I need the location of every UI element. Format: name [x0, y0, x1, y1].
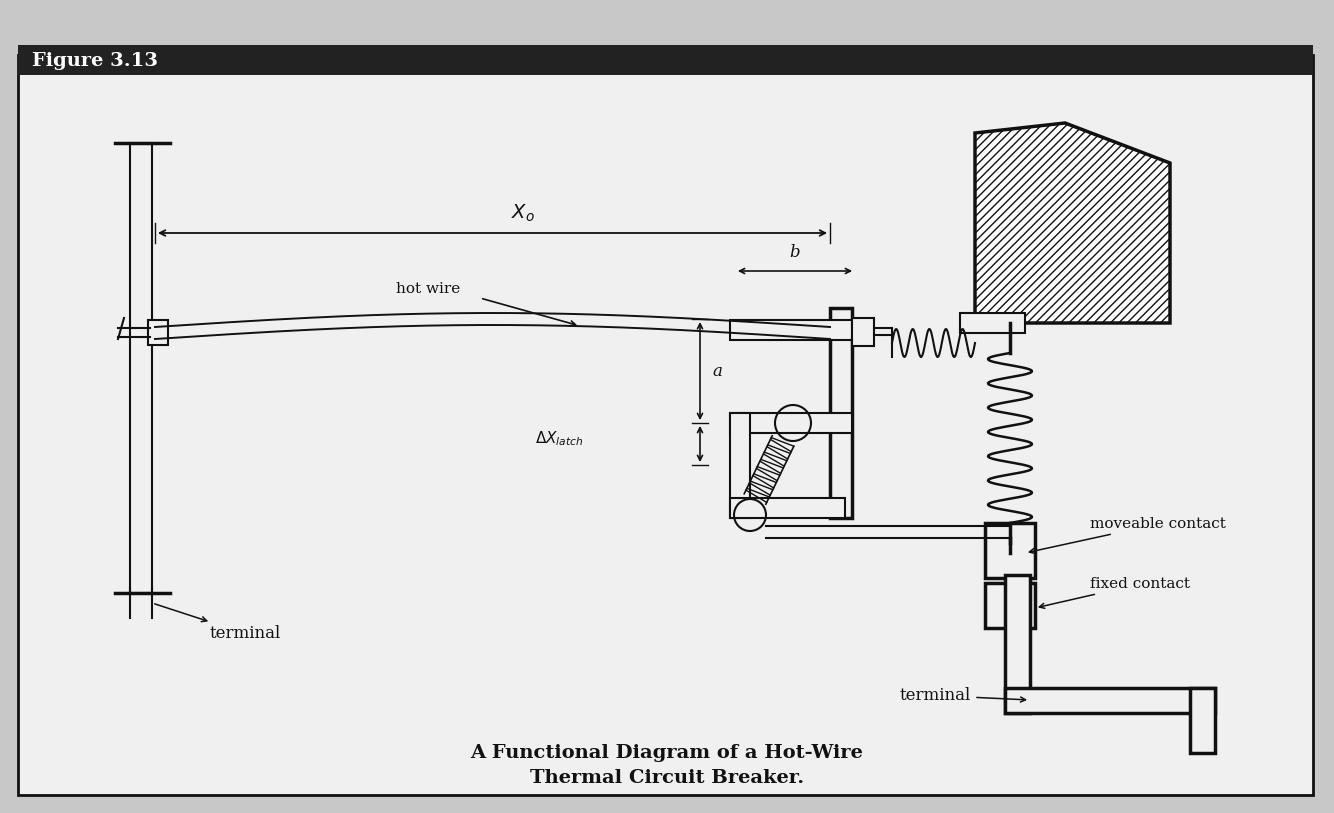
Polygon shape: [975, 123, 1170, 323]
Bar: [852, 318, 874, 346]
Text: A Functional Diagram of a Hot-Wire: A Functional Diagram of a Hot-Wire: [471, 744, 863, 762]
Bar: [730, 498, 844, 518]
Bar: [984, 523, 1035, 578]
Text: $\Delta X_{latch}$: $\Delta X_{latch}$: [535, 429, 583, 448]
Text: fixed contact: fixed contact: [1039, 577, 1190, 608]
Text: terminal: terminal: [900, 687, 1026, 704]
Bar: [1190, 688, 1215, 753]
Bar: [17, 45, 1313, 75]
Bar: [1005, 575, 1030, 713]
Text: moveable contact: moveable contact: [1030, 517, 1226, 554]
Bar: [129, 143, 152, 593]
Bar: [984, 583, 1035, 628]
Text: $X_o$: $X_o$: [511, 203, 535, 224]
Bar: [730, 413, 750, 518]
Bar: [960, 313, 1025, 333]
FancyBboxPatch shape: [17, 55, 1313, 795]
Bar: [148, 320, 168, 345]
Bar: [830, 308, 852, 518]
Bar: [730, 413, 852, 433]
Text: terminal: terminal: [155, 604, 281, 642]
Text: Thermal Circuit Breaker.: Thermal Circuit Breaker.: [530, 769, 804, 787]
Text: b: b: [790, 244, 800, 261]
Text: hot wire: hot wire: [396, 282, 460, 296]
Text: Figure 3.13: Figure 3.13: [32, 52, 157, 70]
Bar: [730, 320, 852, 340]
Text: a: a: [712, 363, 722, 380]
Bar: [1005, 688, 1215, 713]
